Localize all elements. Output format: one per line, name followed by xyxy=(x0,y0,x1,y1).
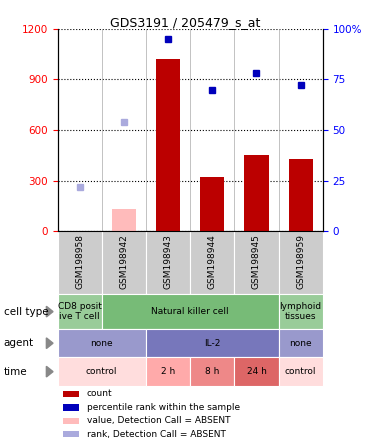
Text: CD8 posit
ive T cell: CD8 posit ive T cell xyxy=(58,302,102,321)
Text: rank, Detection Call = ABSENT: rank, Detection Call = ABSENT xyxy=(87,430,226,439)
Bar xyxy=(102,294,279,329)
Bar xyxy=(58,294,102,329)
Text: 24 h: 24 h xyxy=(246,367,266,376)
Bar xyxy=(234,357,279,386)
Bar xyxy=(112,209,136,231)
Text: time: time xyxy=(4,367,27,377)
Text: value, Detection Call = ABSENT: value, Detection Call = ABSENT xyxy=(87,416,230,425)
Bar xyxy=(244,155,269,231)
Text: control: control xyxy=(285,367,316,376)
Bar xyxy=(63,417,79,424)
Bar xyxy=(146,329,279,357)
Bar xyxy=(58,357,146,386)
Bar xyxy=(279,231,323,294)
Text: GSM198958: GSM198958 xyxy=(75,234,84,289)
Text: GSM198943: GSM198943 xyxy=(164,234,173,289)
Bar xyxy=(58,231,102,294)
Bar xyxy=(58,329,146,357)
Text: GSM198945: GSM198945 xyxy=(252,234,261,289)
Text: cell type: cell type xyxy=(4,307,48,317)
Polygon shape xyxy=(46,338,53,349)
Bar xyxy=(234,231,279,294)
Bar xyxy=(146,357,190,386)
Text: agent: agent xyxy=(4,338,34,348)
Bar xyxy=(63,404,79,411)
Text: GDS3191 / 205479_s_at: GDS3191 / 205479_s_at xyxy=(110,16,261,28)
Bar xyxy=(190,231,234,294)
Bar xyxy=(289,159,313,231)
Bar xyxy=(63,391,79,397)
Text: control: control xyxy=(86,367,118,376)
Text: Natural killer cell: Natural killer cell xyxy=(151,307,229,316)
Bar xyxy=(200,177,224,231)
Text: GSM198942: GSM198942 xyxy=(119,234,128,289)
Text: IL-2: IL-2 xyxy=(204,339,220,348)
Bar xyxy=(63,431,79,437)
Text: GSM198944: GSM198944 xyxy=(208,234,217,289)
Text: GSM198959: GSM198959 xyxy=(296,234,305,289)
Text: lymphoid
tissues: lymphoid tissues xyxy=(280,302,322,321)
Bar xyxy=(146,231,190,294)
Text: none: none xyxy=(91,339,113,348)
Text: percentile rank within the sample: percentile rank within the sample xyxy=(87,403,240,412)
Polygon shape xyxy=(46,366,53,377)
Text: 8 h: 8 h xyxy=(205,367,219,376)
Text: none: none xyxy=(289,339,312,348)
Bar xyxy=(102,231,146,294)
Bar xyxy=(279,357,323,386)
Bar xyxy=(279,329,323,357)
Text: count: count xyxy=(87,389,112,398)
Bar xyxy=(156,59,180,231)
Bar xyxy=(279,294,323,329)
Bar xyxy=(190,357,234,386)
Text: 2 h: 2 h xyxy=(161,367,175,376)
Polygon shape xyxy=(46,306,53,317)
